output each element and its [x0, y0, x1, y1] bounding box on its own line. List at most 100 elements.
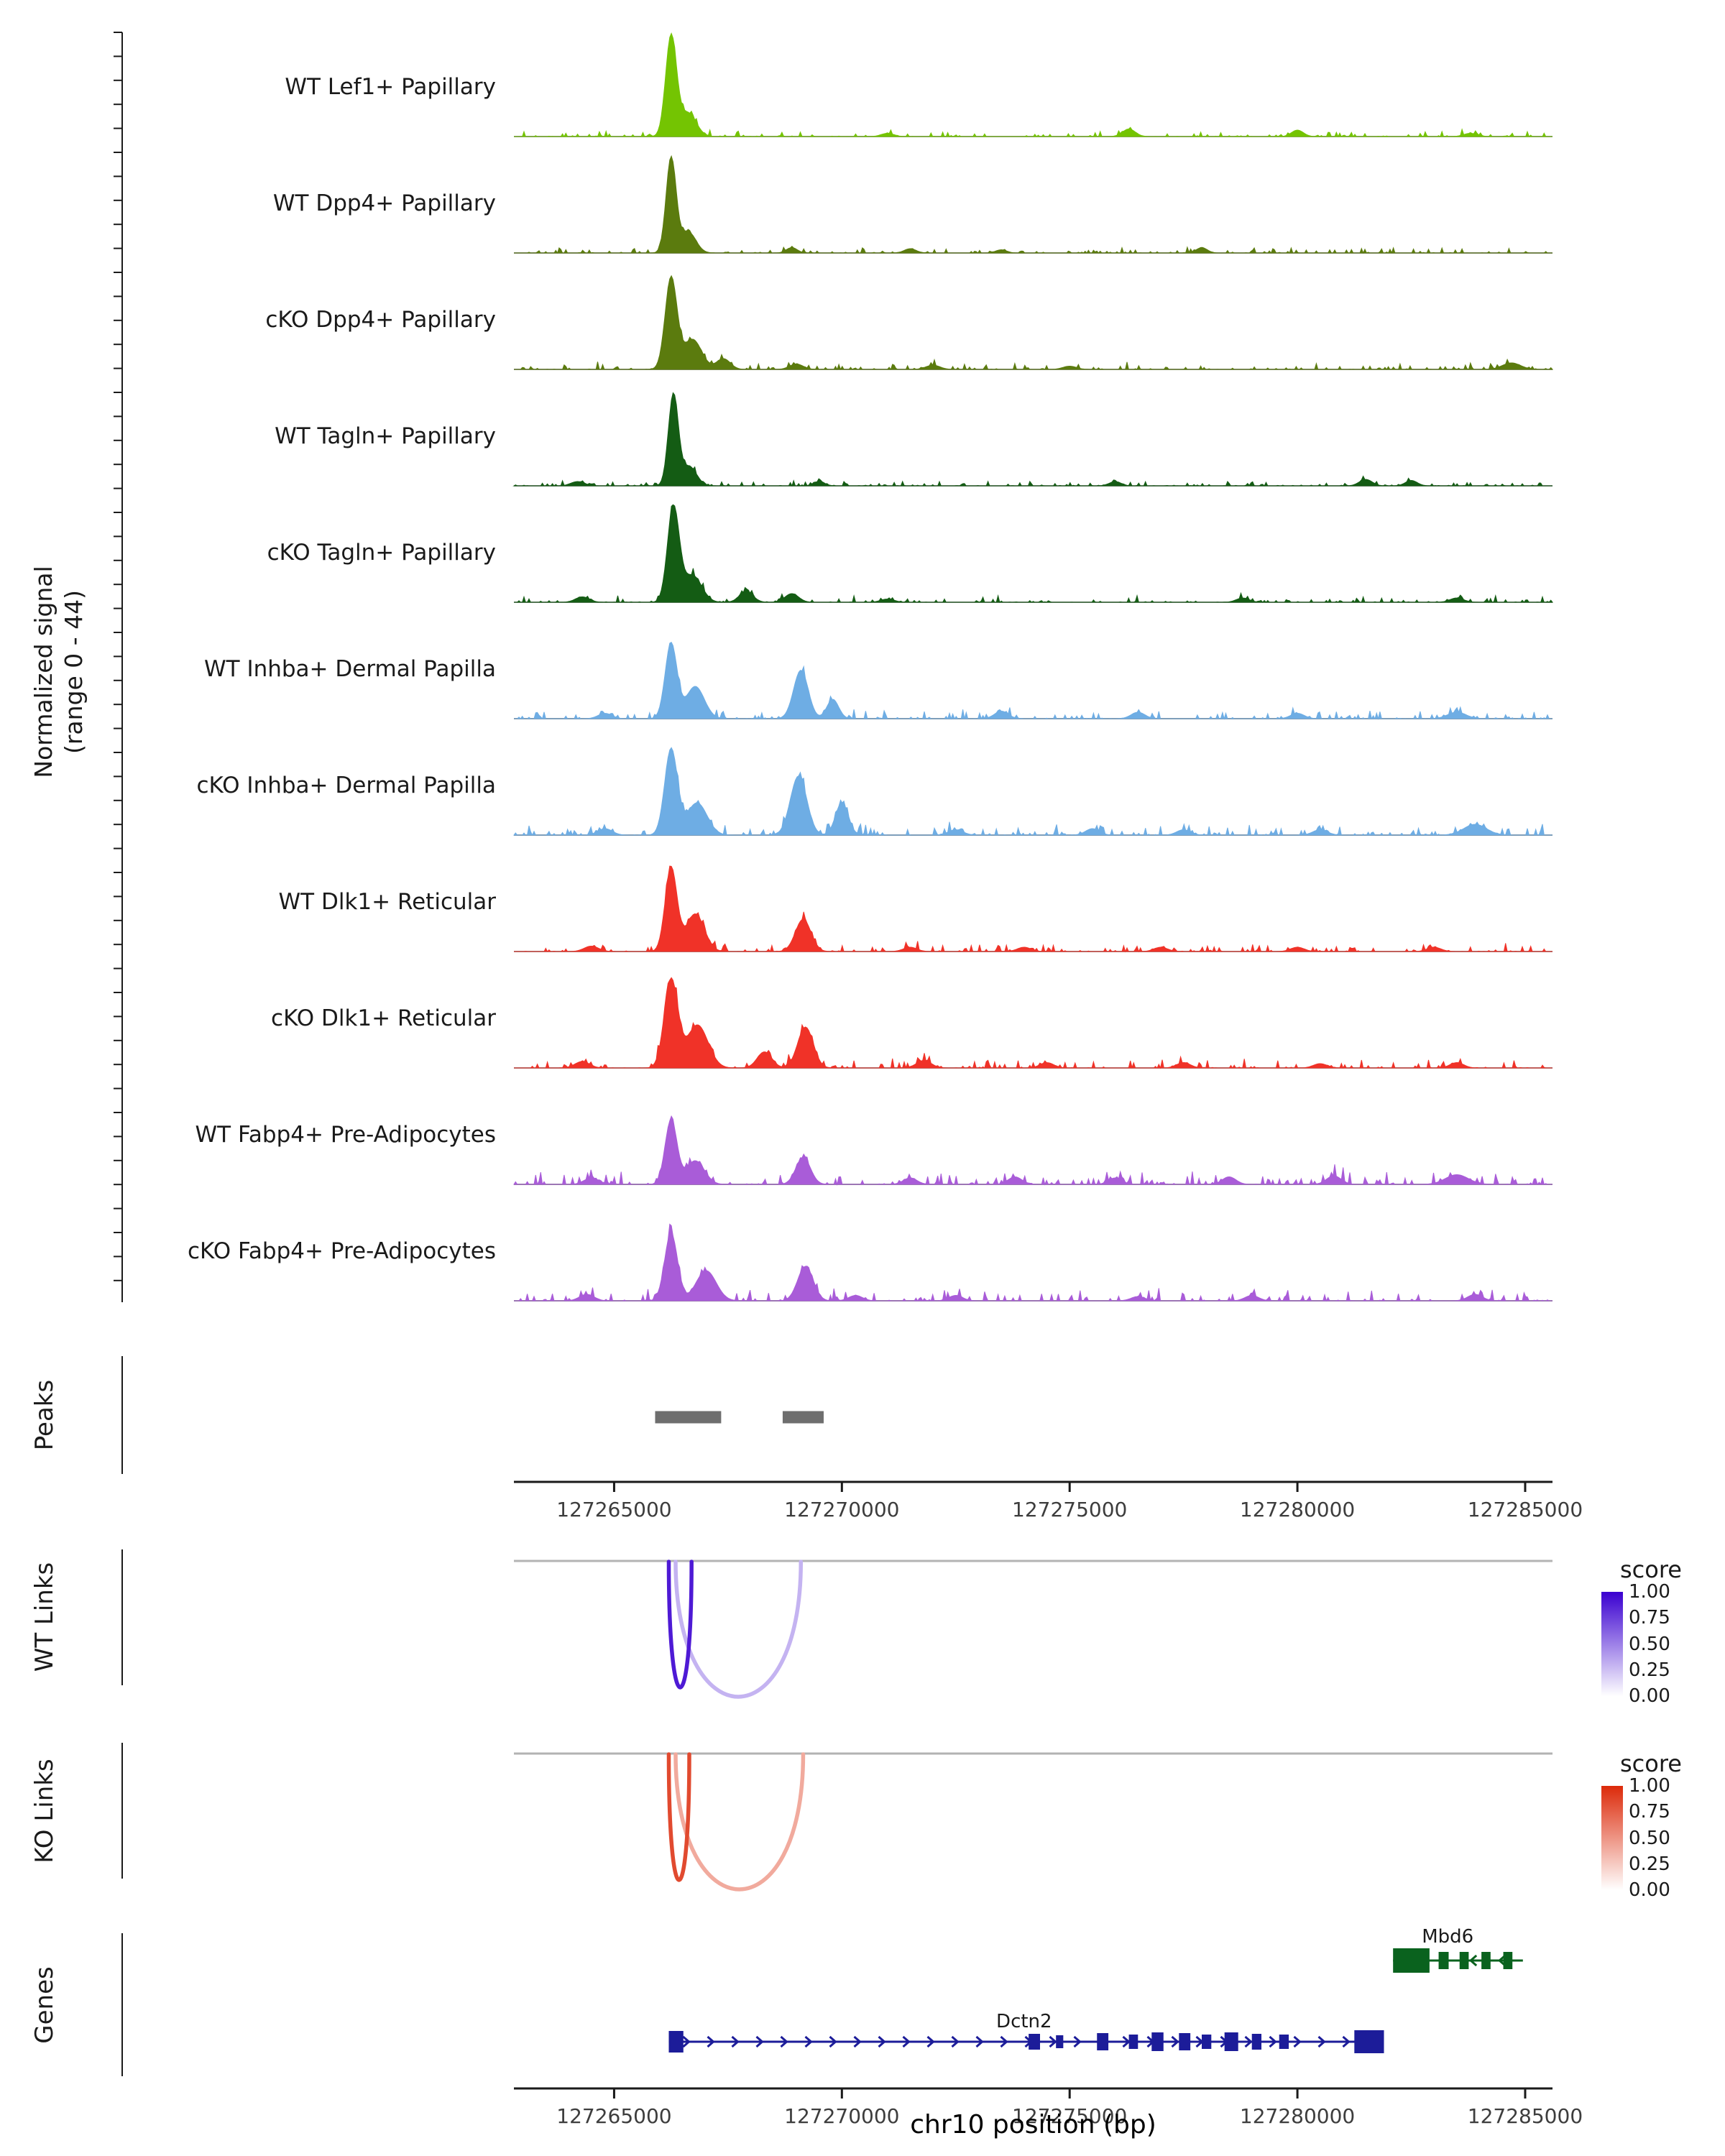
track-label: cKO Inhba+ Dermal Papilla — [196, 773, 497, 798]
genomic-axis-tick-label: 127285000 — [1467, 2104, 1583, 2128]
gene-exon — [1224, 2032, 1238, 2051]
gene-strand-arrow — [829, 2035, 837, 2048]
gene-strand-arrow — [975, 2035, 984, 2048]
track-label: cKO Tagln+ Papillary — [267, 540, 496, 566]
track-label: WT Dlk1+ Reticular — [278, 889, 496, 915]
score-legend-gradient — [1601, 1786, 1623, 1890]
coverage-track — [514, 504, 1554, 604]
genomic-axis-tick-label: 127280000 — [1239, 1498, 1356, 1521]
y-axis-label: Normalized signal (range 0 - 44) — [29, 566, 88, 778]
gene-strand-arrow — [1269, 2035, 1277, 2048]
score-legend-tick: 0.75 — [1629, 1801, 1670, 1823]
genomic-axis-tick-label: 127270000 — [784, 1498, 900, 1521]
score-legend-tick: 0.00 — [1629, 1685, 1670, 1707]
gene-strand-arrow — [951, 2035, 960, 2048]
genomic-axis-tick-label: 127280000 — [1239, 2104, 1356, 2128]
score-legend-tick: 0.25 — [1629, 1659, 1670, 1681]
gene-strand-arrow — [853, 2035, 862, 2048]
coverage-track — [512, 392, 1552, 487]
gene-exon — [1354, 2030, 1384, 2053]
link-arc — [666, 1560, 694, 1690]
track-label: WT Lef1+ Papillary — [285, 74, 496, 100]
gene-strand-arrow — [804, 2035, 813, 2048]
score-legend-title: score — [1620, 1556, 1682, 1583]
genomic-axis-tick-label: 127275000 — [1012, 2104, 1128, 2128]
section-label-ko-links: KO Links — [30, 1759, 59, 1864]
gene-exon — [1128, 2035, 1138, 2049]
gene-exon — [1503, 1952, 1513, 1969]
coverage-track — [513, 747, 1553, 837]
score-legend-gradient — [1601, 1592, 1623, 1696]
gene-strand-arrow — [878, 2035, 886, 2048]
gene-strand-arrow — [1122, 2035, 1131, 2048]
score-legend-tick: 0.25 — [1629, 1853, 1670, 1875]
gene-exon — [1459, 1952, 1469, 1969]
coverage-track — [514, 977, 1552, 1069]
coverage-track — [514, 275, 1554, 371]
score-legend-tick: 1.00 — [1629, 1581, 1670, 1603]
track-label: cKO Dpp4+ Papillary — [265, 307, 496, 333]
coverage-track — [514, 155, 1552, 254]
gene-strand-arrow — [1497, 1954, 1506, 1967]
score-legend-title: score — [1620, 1750, 1682, 1777]
gene-strand-arrow — [1317, 2035, 1326, 2048]
genomic-axis-tick-label: 127265000 — [556, 1498, 672, 1521]
section-label-peaks: Peaks — [30, 1379, 59, 1451]
gene-exon — [1151, 2032, 1164, 2051]
genomic-axis-tick-label: 127275000 — [1012, 1498, 1128, 1521]
gene-exon — [1179, 2033, 1191, 2050]
coverage-track — [514, 32, 1552, 138]
gene-exon — [668, 2031, 684, 2053]
gene-strand-arrow — [755, 2035, 764, 2048]
gene-strand-arrow — [1468, 1954, 1478, 1967]
x-axis-label: chr10 position (bp) — [910, 2110, 1156, 2139]
section-label-wt-links: WT Links — [30, 1562, 59, 1672]
genomic-axis-tick-label: 127285000 — [1467, 1498, 1583, 1521]
track-label: WT Tagln+ Papillary — [275, 423, 496, 449]
track-label: cKO Fabp4+ Pre-Adipocytes — [188, 1238, 496, 1264]
gene-strand-arrow — [1000, 2035, 1008, 2048]
score-legend-tick: 0.50 — [1629, 1633, 1670, 1655]
score-legend-tick: 0.75 — [1629, 1607, 1670, 1629]
genomic-axis-tick-label: 127265000 — [556, 2104, 672, 2128]
track-label: WT Inhba+ Dermal Papilla — [204, 656, 496, 682]
link-arc — [673, 1560, 804, 1699]
gene-strand-arrow — [682, 2035, 691, 2048]
gene-exon — [1056, 2035, 1064, 2048]
gene-exon — [1029, 2034, 1041, 2050]
gene-strand-arrow — [902, 2035, 911, 2048]
section-label-genes: Genes — [30, 1966, 59, 2044]
gene-exon — [1279, 2035, 1289, 2049]
gene-strand-arrow — [1342, 2035, 1351, 2048]
gene-strand-arrow — [926, 2035, 935, 2048]
gene-strand-arrow — [1171, 2035, 1179, 2048]
gene-exon — [1201, 2035, 1212, 2049]
score-legend-tick: 0.00 — [1629, 1879, 1670, 1901]
gene-exon — [1097, 2033, 1109, 2050]
gene-label: Mbd6 — [1422, 1926, 1474, 1948]
coverage-track — [514, 642, 1552, 720]
peak-region — [782, 1411, 824, 1424]
score-legend-tick: 0.50 — [1629, 1827, 1670, 1849]
gene-strand-arrow — [1049, 2035, 1057, 2048]
gene-exon — [1393, 1948, 1430, 1973]
gene-strand-arrow — [1244, 2035, 1253, 2048]
gene-exon — [1438, 1952, 1449, 1969]
gene-strand-arrow — [707, 2035, 715, 2048]
gene-label: Dctn2 — [996, 2011, 1052, 2032]
link-arc — [666, 1752, 691, 1882]
coverage-track — [514, 1223, 1552, 1302]
gene-exon — [1481, 1952, 1491, 1969]
gene-strand-arrow — [780, 2035, 788, 2048]
track-label: WT Fabp4+ Pre-Adipocytes — [195, 1122, 497, 1148]
genomic-axis-tick-label: 127270000 — [784, 2104, 900, 2128]
gene-strand-arrow — [1073, 2035, 1082, 2048]
score-legend-tick: 1.00 — [1629, 1775, 1670, 1797]
gene-exon — [1251, 2034, 1262, 2050]
coverage-track — [514, 865, 1552, 953]
link-arc — [673, 1752, 806, 1892]
peak-region — [655, 1411, 722, 1424]
coverage-track — [513, 1115, 1552, 1186]
